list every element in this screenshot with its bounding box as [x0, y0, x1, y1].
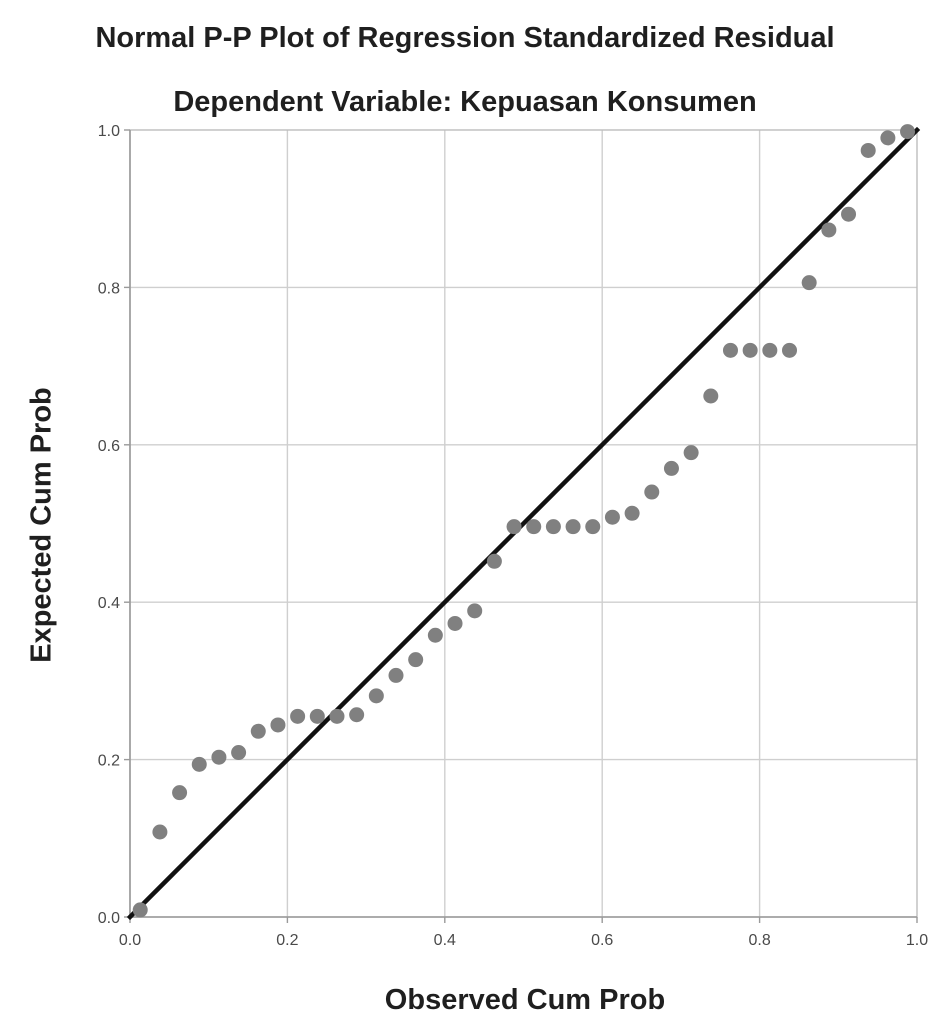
- data-point-40: [900, 124, 916, 140]
- data-point-24: [585, 519, 601, 535]
- y-tick-label-5: 1.0: [98, 123, 120, 140]
- data-point-8: [270, 717, 286, 733]
- y-tick-label-1: 0.2: [98, 753, 120, 770]
- data-point-12: [349, 707, 365, 723]
- y-tick-label-4: 0.8: [98, 280, 120, 297]
- data-point-30: [703, 388, 719, 404]
- chart-title: Normal P-P Plot of Regression Standardiz…: [95, 22, 835, 54]
- data-point-39: [880, 130, 896, 146]
- data-point-28: [663, 460, 679, 476]
- grid-lines: [130, 130, 917, 917]
- data-point-14: [388, 667, 404, 683]
- y-tick-label-2: 0.4: [98, 595, 120, 612]
- data-point-4: [191, 756, 207, 772]
- data-point-25: [604, 509, 620, 525]
- data-point-29: [683, 445, 699, 461]
- x-tick-label-3: 0.6: [591, 932, 613, 949]
- data-point-35: [801, 275, 817, 291]
- data-point-7: [250, 723, 266, 739]
- data-point-19: [486, 553, 502, 569]
- data-point-26: [624, 505, 640, 521]
- reference-line: [126, 126, 921, 921]
- y-tick-label-0: 0.0: [98, 910, 120, 927]
- data-point-23: [565, 519, 581, 535]
- x-tick-label-1: 0.2: [276, 932, 298, 949]
- data-point-10: [309, 708, 325, 724]
- plot-frame: [129, 129, 918, 918]
- data-point-20: [506, 519, 522, 535]
- data-point-22: [545, 519, 561, 535]
- data-point-17: [447, 615, 463, 631]
- data-point-15: [408, 652, 424, 668]
- tick-labels: 0.0 0.2 0.4 0.6 0.8 1.0 0.0 0.2 0.4 0.6 0.8 1.0: [98, 123, 928, 949]
- data-point-33: [762, 342, 778, 358]
- data-point-1: [132, 902, 148, 918]
- chart-subtitle: Dependent Variable: Kepuasan Konsumen: [173, 86, 757, 118]
- data-point-21: [526, 519, 542, 535]
- x-tick-label-5: 1.0: [906, 932, 928, 949]
- data-point-9: [290, 708, 306, 724]
- x-tick-label-0: 0.0: [119, 932, 141, 949]
- data-point-37: [841, 206, 857, 222]
- x-tick-label-2: 0.4: [434, 932, 456, 949]
- data-point-38: [860, 142, 876, 158]
- data-point-31: [722, 342, 738, 358]
- data-point-6: [231, 745, 247, 761]
- data-point-18: [467, 603, 483, 619]
- y-tick-label-3: 0.6: [98, 438, 120, 455]
- reference-diagonal-line: [126, 126, 921, 921]
- data-point-5: [211, 749, 227, 765]
- data-point-2: [152, 824, 168, 840]
- x-axis-title: Observed Cum Prob: [384, 984, 666, 1016]
- x-tick-label-4: 0.8: [748, 932, 770, 949]
- data-point-16: [427, 627, 443, 643]
- data-point-27: [644, 484, 660, 500]
- data-point-11: [329, 708, 345, 724]
- data-point-3: [172, 785, 188, 801]
- data-point-34: [782, 342, 798, 358]
- data-point-13: [368, 688, 384, 704]
- data-point-36: [821, 222, 837, 238]
- data-point-32: [742, 342, 758, 358]
- data-points: [132, 124, 916, 918]
- y-axis-title: Expected Cum Prob: [25, 387, 58, 663]
